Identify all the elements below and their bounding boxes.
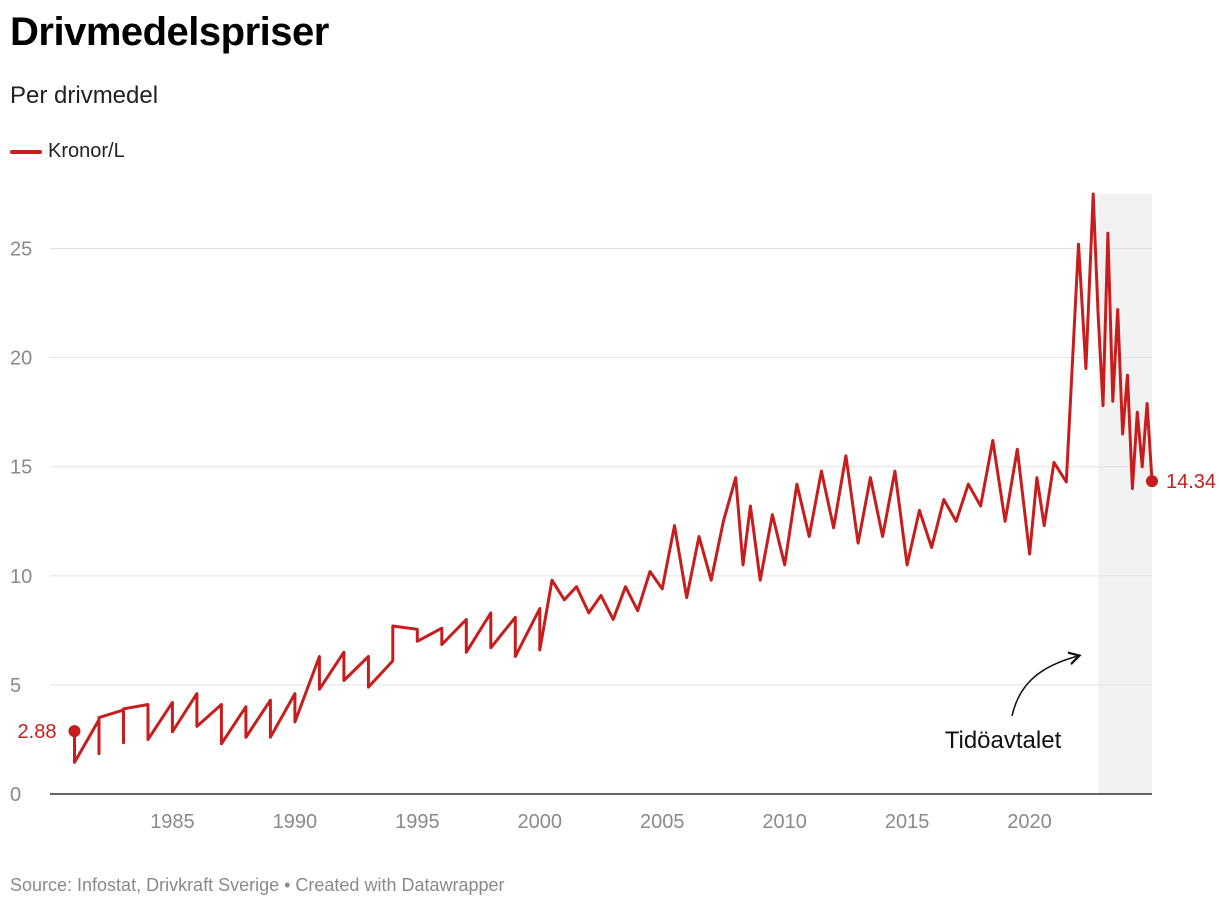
- x-tick-label: 1985: [150, 811, 195, 833]
- line-chart: 0 5 10 15 20 25 1985 1990 1995 2000 2005 2010 2015 20…: [10, 192, 1216, 833]
- source-footer: Source: Infostat, Drivkraft Sverige • Cr…: [10, 875, 505, 895]
- legend-swatch: [10, 149, 42, 154]
- start-point-marker: [68, 725, 81, 738]
- x-tick-label: 1995: [395, 811, 440, 833]
- x-tick-label: 2020: [1007, 811, 1052, 833]
- annotation-arrow: [1011, 656, 1078, 717]
- y-tick-label: 0: [10, 784, 21, 806]
- x-tick-label: 1990: [273, 811, 318, 833]
- x-tick-label: 2000: [518, 811, 563, 833]
- end-point-marker: [1146, 475, 1158, 488]
- y-tick-label: 25: [10, 239, 32, 261]
- x-tick-label: 2010: [762, 811, 807, 833]
- chart-subtitle: Per drivmedel: [10, 82, 159, 109]
- annotation-label: Tidöavtalet: [945, 727, 1062, 754]
- y-tick-label: 5: [10, 675, 21, 697]
- x-tick-label: 2005: [640, 811, 685, 833]
- y-tick-label: 10: [10, 566, 32, 588]
- y-tick-label: 15: [10, 457, 32, 479]
- series-line-kronor-per-liter: [73, 192, 1154, 764]
- end-value-label: 14.34: [1166, 471, 1216, 493]
- y-tick-label: 20: [10, 348, 32, 370]
- legend-label: Kronor/L: [48, 140, 125, 162]
- legend: Kronor/L: [10, 140, 125, 163]
- start-value-label: 2.88: [18, 721, 57, 743]
- x-tick-label: 2015: [885, 811, 930, 833]
- chart-title: Drivmedelspriser: [10, 10, 329, 54]
